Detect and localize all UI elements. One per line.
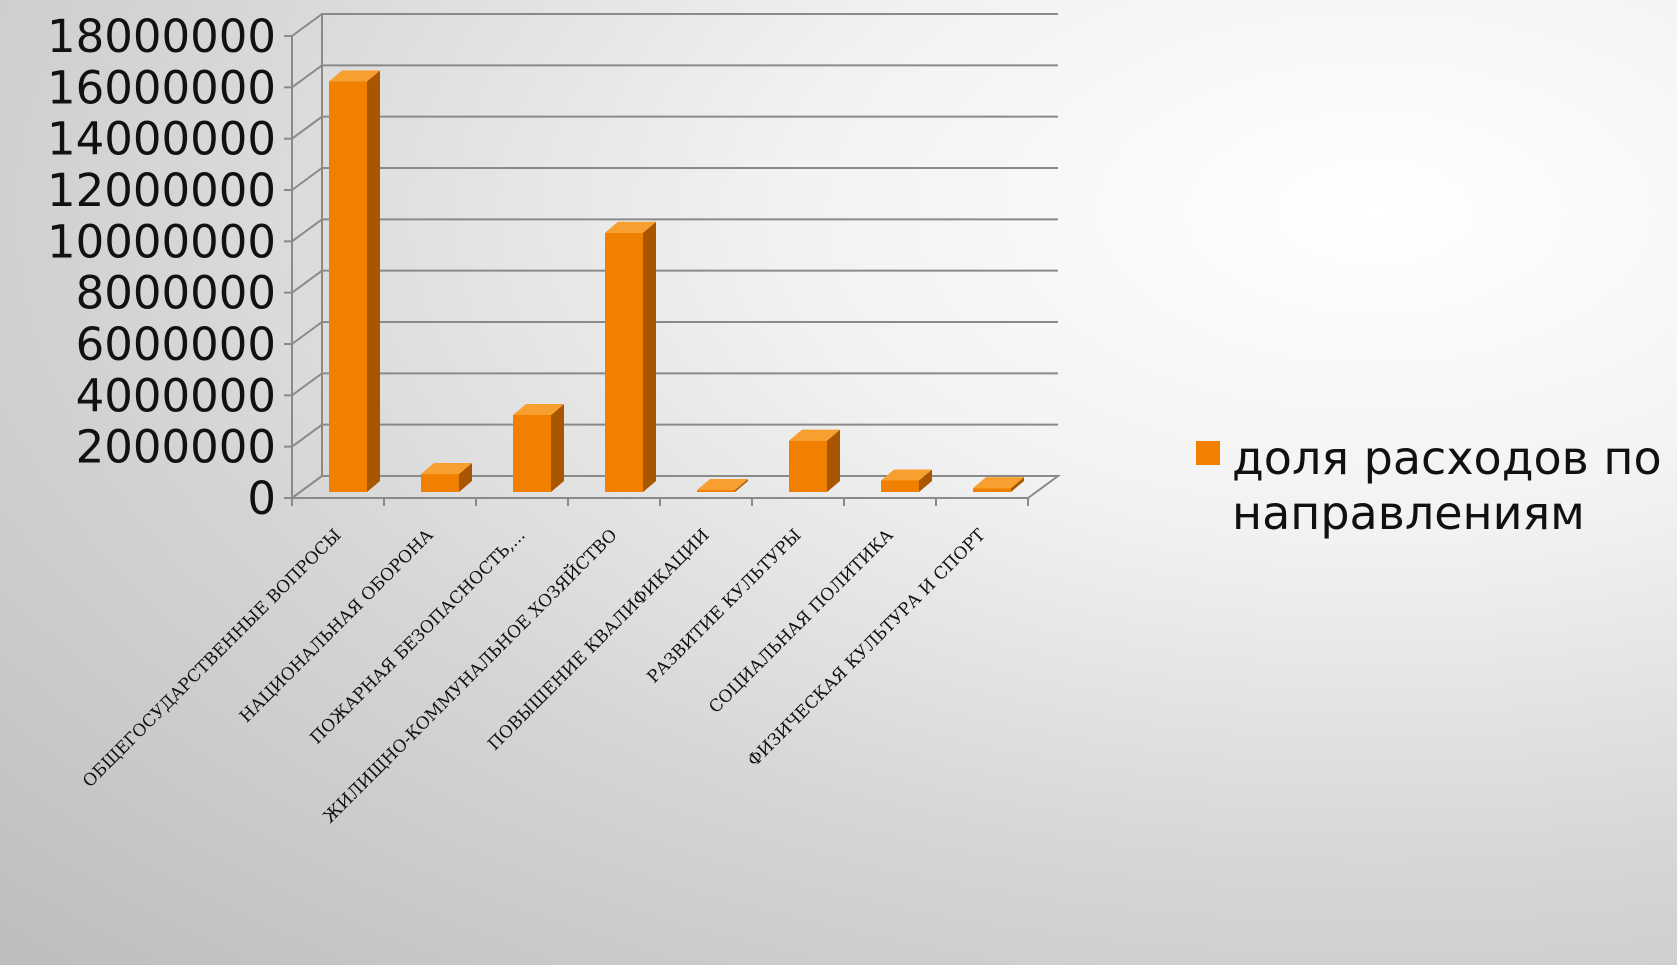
bar-side	[919, 469, 932, 492]
bar-front	[881, 480, 919, 492]
gridline	[291, 423, 1058, 448]
bar-top	[329, 70, 380, 82]
legend-swatch	[1196, 441, 1220, 465]
y-tick-label: 12000000	[47, 164, 276, 217]
gridline	[291, 372, 1058, 397]
x-tick-label: НАЦИОНАЛЬНАЯ ОБОРОНА	[236, 525, 438, 727]
bar-front	[789, 440, 827, 492]
y-axis-ticks: 0200000040000006000000800000010000000120…	[47, 10, 276, 525]
bar-top	[513, 404, 564, 415]
y-tick-label: 8000000	[76, 267, 276, 320]
gridline	[291, 167, 1058, 191]
y-tick-label: 6000000	[76, 318, 276, 371]
bar	[697, 479, 748, 492]
bar-top	[789, 429, 840, 441]
bar-side	[1011, 477, 1024, 492]
bar-side	[643, 221, 656, 492]
gridline	[291, 13, 1058, 37]
bar-top	[697, 479, 748, 490]
bar-top	[605, 221, 656, 233]
y-tick-label: 0	[247, 472, 276, 525]
x-tick-label: РАЗВИТИЕ КУЛЬТУРЫ	[644, 525, 806, 687]
bar	[421, 463, 472, 492]
bars	[329, 70, 1024, 492]
gridline	[291, 269, 1058, 294]
bar-front	[697, 490, 735, 492]
bar	[789, 429, 840, 492]
gridlines	[284, 13, 1058, 499]
bar-side	[827, 429, 840, 492]
gridline	[291, 218, 1058, 243]
bar-top	[973, 477, 1024, 489]
x-tick-label: СОЦИАЛЬНАЯ ПОЛИТИКА	[705, 525, 897, 717]
bar-front	[421, 474, 459, 492]
bar-top	[421, 463, 472, 475]
back-wall	[322, 14, 1058, 476]
gridline	[291, 64, 1058, 89]
bar-side	[551, 404, 564, 492]
bar-front	[329, 81, 367, 492]
bar	[973, 477, 1024, 492]
gridline	[291, 321, 1058, 345]
y-tick-label: 10000000	[47, 215, 276, 268]
bar	[329, 70, 380, 492]
bar-side	[367, 70, 380, 492]
chart-floor	[288, 475, 1062, 499]
bar	[605, 221, 656, 492]
y-tick-label: 14000000	[47, 113, 276, 166]
y-tick-label: 4000000	[76, 369, 276, 422]
y-tick-label: 2000000	[76, 421, 276, 474]
bar	[513, 404, 564, 492]
y-tick-label: 18000000	[47, 10, 276, 63]
gridline	[291, 115, 1058, 140]
legend: доля расходов по направлениям	[1196, 431, 1662, 540]
bar-front	[513, 415, 551, 492]
bar-side	[459, 463, 472, 492]
bar-front	[605, 232, 643, 492]
legend-label-line-2: направлениям	[1232, 486, 1585, 540]
bar	[881, 469, 932, 492]
gridline	[291, 475, 1058, 499]
bar-side	[735, 479, 748, 492]
legend-label-line-1: доля расходов по	[1232, 431, 1662, 485]
x-axis-ticks: ОБЩЕГОСУДАРСТВЕННЫЕ ВОПРОСЫНАЦИОНАЛЬНАЯ …	[79, 498, 1029, 827]
y-tick-label: 16000000	[47, 61, 276, 114]
bar-top	[881, 469, 932, 481]
bar-front	[973, 488, 1011, 492]
